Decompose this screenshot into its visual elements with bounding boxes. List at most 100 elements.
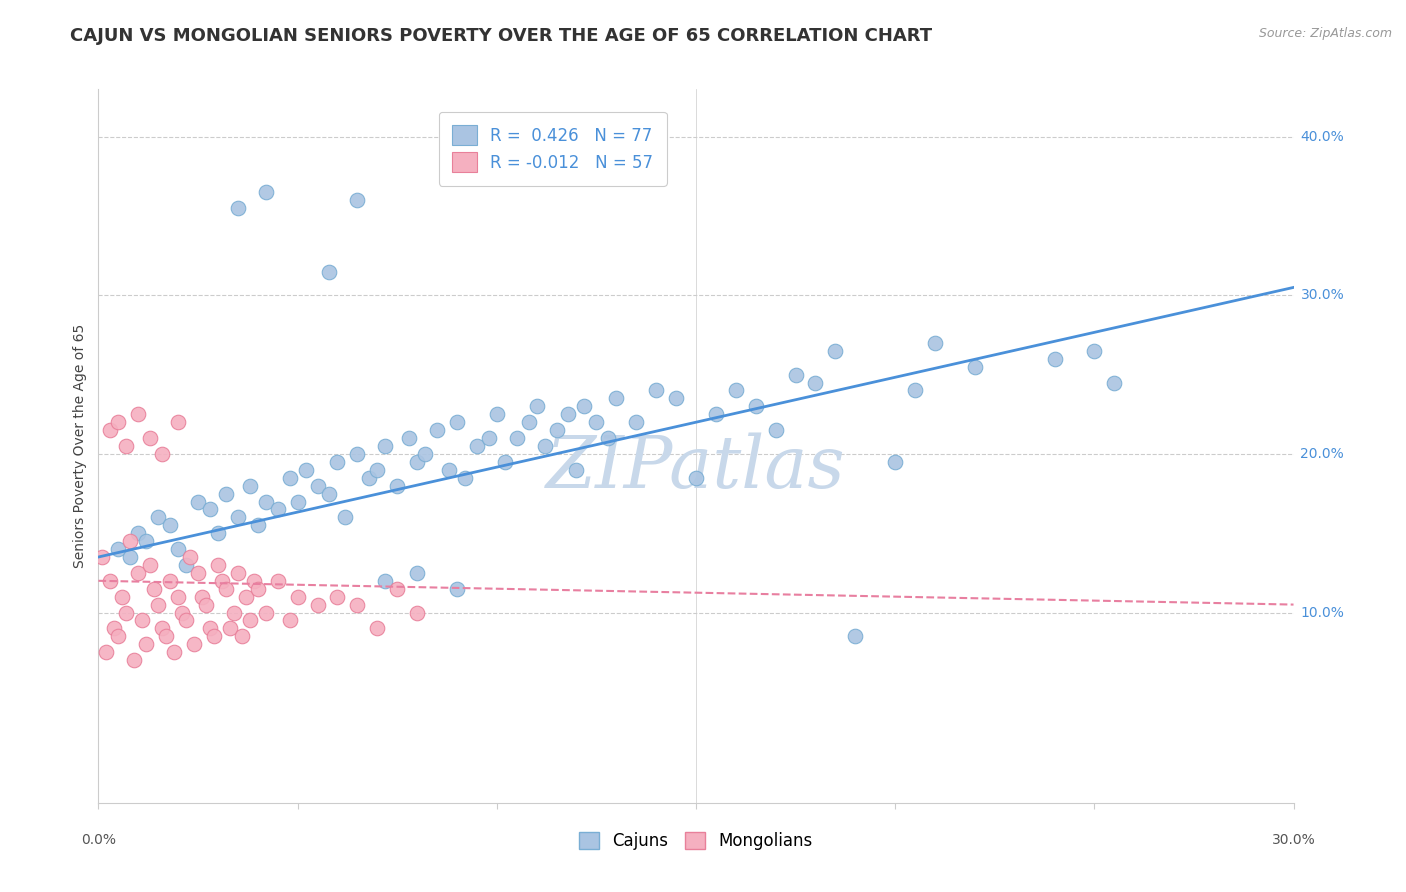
Point <box>366 621 388 635</box>
Point <box>318 264 340 278</box>
Point <box>174 614 197 628</box>
Point <box>172 606 194 620</box>
Point <box>318 486 340 500</box>
Point <box>226 510 249 524</box>
Point <box>198 621 221 635</box>
Point <box>183 637 205 651</box>
Point <box>174 558 197 572</box>
Point <box>574 400 596 414</box>
Point <box>765 423 787 437</box>
Point <box>904 384 927 398</box>
Point <box>207 526 229 541</box>
Y-axis label: Seniors Poverty Over the Age of 65: Seniors Poverty Over the Age of 65 <box>73 324 87 568</box>
Point <box>191 590 214 604</box>
Point <box>163 645 186 659</box>
Point <box>167 542 190 557</box>
Point <box>406 566 429 580</box>
Point <box>626 415 648 429</box>
Point <box>665 392 688 406</box>
Text: 30.0%: 30.0% <box>1301 288 1344 302</box>
Text: ZIPatlas: ZIPatlas <box>546 432 846 503</box>
Point <box>267 574 290 588</box>
Point <box>111 590 134 604</box>
Point <box>685 471 707 485</box>
Point <box>884 455 907 469</box>
Point <box>226 201 249 215</box>
Point <box>187 494 209 508</box>
Point <box>202 629 225 643</box>
Point <box>598 431 620 445</box>
Point <box>526 400 548 414</box>
Point <box>115 439 138 453</box>
Point <box>494 455 516 469</box>
Point <box>326 590 349 604</box>
Point <box>478 431 501 445</box>
Point <box>374 574 396 588</box>
Point <box>465 439 488 453</box>
Point <box>517 415 540 429</box>
Point <box>307 478 329 492</box>
Point <box>107 629 129 643</box>
Legend: Cajuns, Mongolians: Cajuns, Mongolians <box>571 824 821 859</box>
Point <box>546 423 568 437</box>
Point <box>139 558 162 572</box>
Point <box>278 614 301 628</box>
Point <box>346 193 368 207</box>
Point <box>605 392 627 406</box>
Point <box>246 518 269 533</box>
Point <box>374 439 396 453</box>
Point <box>239 614 262 628</box>
Point <box>215 486 238 500</box>
Text: CAJUN VS MONGOLIAN SENIORS POVERTY OVER THE AGE OF 65 CORRELATION CHART: CAJUN VS MONGOLIAN SENIORS POVERTY OVER … <box>70 27 932 45</box>
Point <box>485 407 508 421</box>
Point <box>226 566 249 580</box>
Point <box>235 590 257 604</box>
Point <box>155 629 177 643</box>
Point <box>645 384 668 398</box>
Point <box>294 463 316 477</box>
Point <box>287 494 309 508</box>
Point <box>804 376 827 390</box>
Point <box>278 471 301 485</box>
Point <box>96 645 118 659</box>
Point <box>385 582 409 596</box>
Point <box>446 415 468 429</box>
Point <box>131 614 153 628</box>
Point <box>287 590 309 604</box>
Point <box>437 463 460 477</box>
Point <box>120 549 142 564</box>
Point <box>254 606 277 620</box>
Point <box>745 400 768 414</box>
Point <box>239 478 262 492</box>
Point <box>359 471 381 485</box>
Point <box>506 431 529 445</box>
Point <box>346 447 368 461</box>
Point <box>207 558 229 572</box>
Point <box>139 431 162 445</box>
Point <box>326 455 349 469</box>
Point <box>167 590 190 604</box>
Point <box>307 598 329 612</box>
Point <box>366 463 388 477</box>
Point <box>195 598 218 612</box>
Point <box>398 431 420 445</box>
Point <box>426 423 449 437</box>
Point <box>824 343 846 358</box>
Point <box>222 606 245 620</box>
Point <box>385 478 409 492</box>
Point <box>1083 343 1105 358</box>
Point <box>179 549 201 564</box>
Point <box>135 637 157 651</box>
Point <box>187 566 209 580</box>
Point <box>413 447 436 461</box>
Point <box>724 384 747 398</box>
Point <box>585 415 607 429</box>
Point <box>963 359 986 374</box>
Point <box>148 598 170 612</box>
Point <box>103 621 125 635</box>
Point <box>120 534 142 549</box>
Point <box>565 463 588 477</box>
Point <box>335 510 357 524</box>
Point <box>150 621 173 635</box>
Point <box>924 335 946 350</box>
